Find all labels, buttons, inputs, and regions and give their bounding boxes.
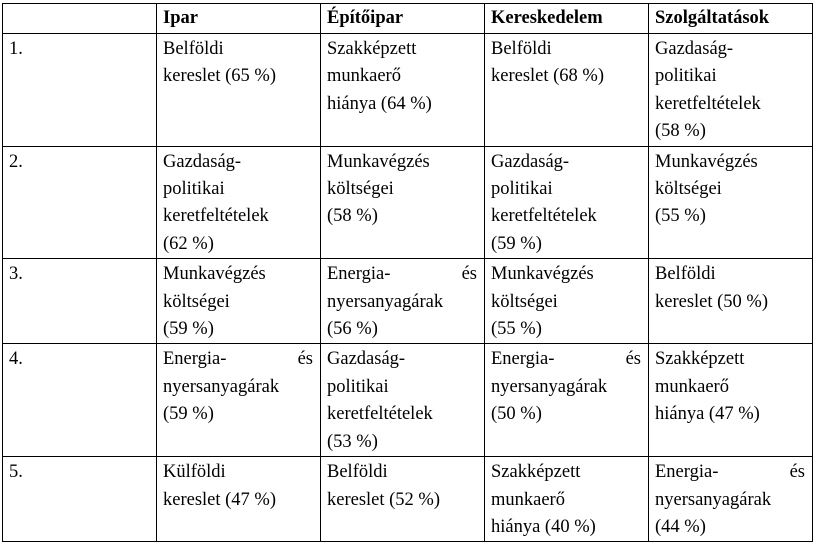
cell-line: költségei bbox=[655, 179, 722, 200]
table-cell: Gazdaság-politikai keretfeltételek (53 %) bbox=[320, 343, 485, 458]
table-cell: Szakképzett munkaerő hiánya (47 %) bbox=[648, 343, 813, 458]
cell-line: (59 %) bbox=[163, 319, 214, 340]
table-cell: Gazdaság-politikai keretfeltételek (62 %) bbox=[156, 145, 321, 260]
table-cell: Munkavégzés költségei (55 %) bbox=[648, 145, 813, 260]
cell-line: Belföldi bbox=[491, 39, 552, 59]
cell-line: Gazdaság- bbox=[491, 151, 570, 172]
cell-line: Munkavégzés bbox=[163, 264, 266, 285]
cell-line: munkaerő bbox=[655, 376, 729, 397]
table-cell: Energia- és nyersanyagárak (44 %) bbox=[648, 456, 813, 542]
cell-line: Energia- és bbox=[655, 462, 805, 483]
cell-line: politikai bbox=[491, 179, 553, 200]
header-epitoipar: Építőipar bbox=[320, 3, 485, 34]
table-cell: Külföldi kereslet (47 %) bbox=[156, 456, 321, 542]
table-row: 1. Belföldi kereslet (65 %) Szakképzett munk… bbox=[2, 33, 813, 147]
cell-line: Szakképzett bbox=[491, 462, 581, 483]
cell-line: (62 %) bbox=[163, 233, 214, 254]
table-cell: Gazdaság-politikai keretfeltételek (59 %) bbox=[484, 145, 649, 260]
cell-line: Energia- és bbox=[491, 349, 641, 370]
header-kereskedelem: Kereskedelem bbox=[484, 3, 649, 34]
cell-line: (58 %) bbox=[655, 121, 706, 142]
cell-line: kereslet (52 %) bbox=[327, 489, 441, 510]
cell-line: költségei bbox=[327, 179, 394, 200]
header-rank bbox=[2, 3, 157, 34]
table-cell: Belföldi kereslet (50 %) bbox=[648, 258, 813, 345]
cell-line: (50 %) bbox=[491, 404, 542, 425]
cell-line: nyersanyagárak bbox=[163, 376, 280, 397]
table-cell: Energia- és nyersanyagárak (56 %) bbox=[320, 258, 485, 345]
cell-line: Gazdaság- bbox=[163, 151, 242, 172]
table-cell: Belföldi kereslet (52 %) bbox=[320, 456, 485, 542]
cell-line: Szakképzett bbox=[327, 39, 417, 59]
table-cell: Szakképzett munkaerő hiánya (64 %) bbox=[320, 33, 485, 147]
cell-line: Belföldi bbox=[327, 462, 388, 483]
cell-line: politikai bbox=[163, 179, 225, 200]
cell-line: kereslet (50 %) bbox=[655, 291, 769, 312]
table-cell: Gazdaság-politikai keretfeltételek (58 %) bbox=[648, 33, 813, 147]
table-cell: Munkavégzés költségei (59 %) bbox=[156, 258, 321, 345]
cell-line: politikai bbox=[655, 66, 717, 87]
cell-line: kereslet (65 %) bbox=[163, 66, 277, 87]
cell-line: keretfeltételek bbox=[491, 206, 597, 227]
cell-line: Munkavégzés bbox=[655, 151, 758, 172]
table-row: 5. Külföldi kereslet (47 %) Belföldi keresle… bbox=[2, 456, 813, 542]
header-row: Ipar Építőipar Kereskedelem Szolgáltatás… bbox=[2, 3, 813, 34]
table-cell: Munkavégzés költségei (55 %) bbox=[484, 258, 649, 345]
cell-line: Energia- és bbox=[163, 349, 313, 370]
cell-line: (59 %) bbox=[163, 404, 214, 425]
cell-line: Munkavégzés bbox=[327, 151, 430, 172]
cell-line: Energia- és bbox=[327, 264, 477, 285]
header-ipar: Ipar bbox=[156, 3, 321, 34]
cell-line: keretfeltételek bbox=[655, 93, 761, 114]
cell-line: Belföldi bbox=[655, 264, 716, 285]
cell-line: Munkavégzés bbox=[491, 264, 594, 285]
table-body: 1. Belföldi kereslet (65 %) Szakképzett munk… bbox=[2, 33, 813, 542]
table-row: 4. Energia- és nyersanyagárak (59 %) Gazdasá… bbox=[2, 343, 813, 458]
row-rank: 4. bbox=[2, 343, 157, 458]
cell-line: Szakképzett bbox=[655, 349, 745, 370]
cell-line: Belföldi bbox=[163, 39, 224, 59]
table-row: 3. Munkavégzés költségei (59 %) Energia- és n… bbox=[2, 258, 813, 345]
cell-line: (58 %) bbox=[327, 206, 378, 227]
ranking-table: Ipar Építőipar Kereskedelem Szolgáltatás… bbox=[2, 3, 813, 542]
table-cell: Energia- és nyersanyagárak (50 %) bbox=[484, 343, 649, 458]
cell-line: kereslet (68 %) bbox=[491, 66, 605, 87]
cell-line: nyersanyagárak bbox=[327, 291, 444, 312]
header-szolgaltatasok: Szolgáltatások bbox=[648, 3, 813, 34]
cell-line: munkaerő bbox=[491, 489, 565, 510]
cell-line: keretfeltételek bbox=[327, 404, 433, 425]
cell-line: munkaerő bbox=[327, 66, 401, 87]
table-row: 2. Gazdaság-politikai keretfeltételek (62 %… bbox=[2, 145, 813, 260]
table-cell: Munkavégzés költségei (58 %) bbox=[320, 145, 485, 260]
cell-line: (55 %) bbox=[491, 319, 542, 340]
cell-line: hiánya (47 %) bbox=[655, 404, 760, 425]
cell-line: költségei bbox=[491, 291, 558, 312]
cell-line: Gazdaság- bbox=[327, 349, 406, 370]
cell-line: (53 %) bbox=[327, 431, 378, 452]
table-cell: Szakképzett munkaerő hiánya (40 %) bbox=[484, 456, 649, 542]
row-rank: 1. bbox=[2, 33, 157, 147]
cell-line: (59 %) bbox=[491, 233, 542, 254]
cell-line: (56 %) bbox=[327, 319, 378, 340]
cell-line: keretfeltételek bbox=[163, 206, 269, 227]
row-rank: 2. bbox=[2, 145, 157, 260]
table-cell: Belföldi kereslet (68 %) bbox=[484, 33, 649, 147]
cell-line: költségei bbox=[163, 291, 230, 312]
cell-line: (55 %) bbox=[655, 206, 706, 227]
cell-line: hiánya (64 %) bbox=[327, 93, 432, 114]
table-cell: Belföldi kereslet (65 %) bbox=[156, 33, 321, 147]
row-rank: 3. bbox=[2, 258, 157, 345]
cell-line: politikai bbox=[327, 376, 389, 397]
cell-line: Gazdaság- bbox=[655, 39, 734, 59]
cell-line: nyersanyagárak bbox=[491, 376, 608, 397]
cell-line: nyersanyagárak bbox=[655, 489, 772, 510]
table-cell: Energia- és nyersanyagárak (59 %) bbox=[156, 343, 321, 458]
cell-line: kereslet (47 %) bbox=[163, 489, 277, 510]
row-rank: 5. bbox=[2, 456, 157, 542]
cell-line: Külföldi bbox=[163, 462, 226, 483]
